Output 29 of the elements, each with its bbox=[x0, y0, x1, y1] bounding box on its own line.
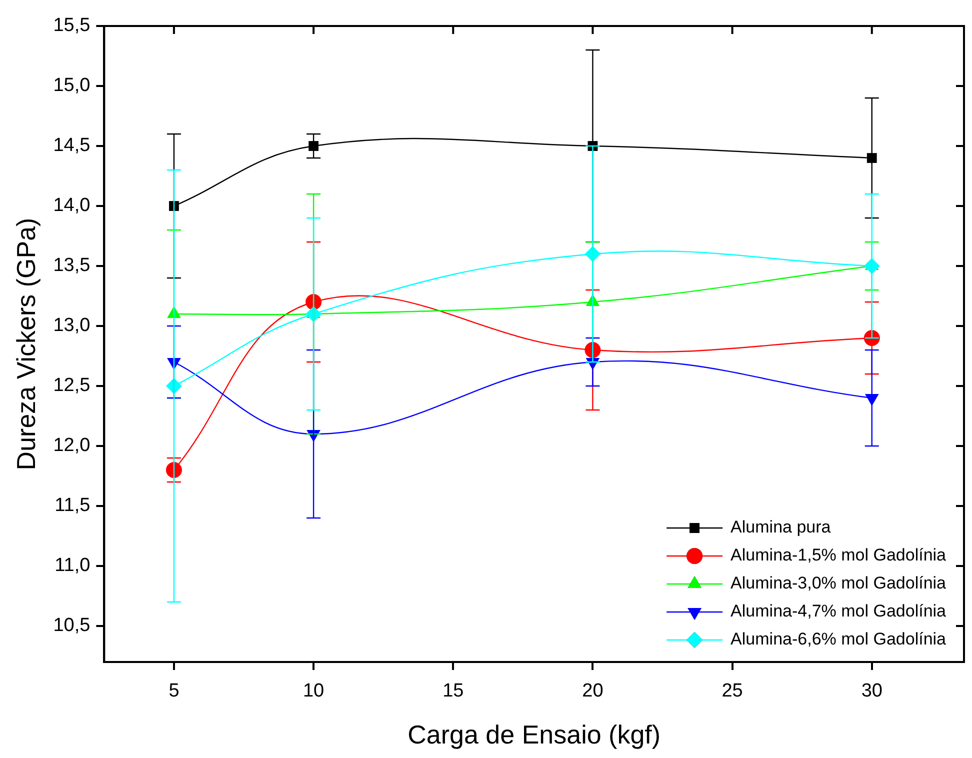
x-tick-label: 30 bbox=[861, 680, 882, 702]
legend-label: Alumina pura bbox=[730, 518, 832, 537]
y-tick-label: 13,0 bbox=[53, 315, 90, 336]
y-tick-label: 11,5 bbox=[54, 495, 90, 516]
point bbox=[306, 306, 322, 322]
y-tick-label: 11,0 bbox=[54, 555, 90, 576]
y-tick-label: 12,5 bbox=[53, 375, 90, 396]
legend-label: Alumina-1,5% mol Gadolínia bbox=[730, 546, 947, 565]
x-tick-label: 5 bbox=[168, 680, 180, 702]
y-tick-label: 14,5 bbox=[53, 135, 90, 156]
legend-label: Alumina-4,7% mol Gadolínia bbox=[730, 602, 947, 621]
point bbox=[864, 258, 880, 274]
y-tick-label: 12,0 bbox=[53, 435, 90, 456]
x-tick-label: 10 bbox=[302, 680, 324, 702]
y-tick-label: 15,5 bbox=[53, 15, 90, 36]
legend-label: Alumina-3,0% mol Gadolínia bbox=[730, 574, 947, 593]
y-tick-label: 13,5 bbox=[53, 255, 90, 276]
legend-label: Alumina-6,6% mol Gadolínia bbox=[730, 630, 947, 649]
y-tick-label: 10,5 bbox=[53, 615, 90, 636]
point bbox=[166, 462, 182, 478]
y-tick-label: 14,0 bbox=[53, 195, 90, 216]
x-tick-label: 25 bbox=[722, 680, 743, 702]
y-tick-label: 15,0 bbox=[53, 75, 90, 96]
x-axis-title: Carga de Ensaio (kgf) bbox=[408, 720, 661, 750]
point bbox=[866, 153, 877, 163]
y-axis-title: Dureza Vickers (GPa) bbox=[10, 218, 41, 470]
x-tick-label: 15 bbox=[442, 680, 464, 702]
x-tick-label: 20 bbox=[582, 680, 604, 702]
point bbox=[308, 141, 318, 151]
